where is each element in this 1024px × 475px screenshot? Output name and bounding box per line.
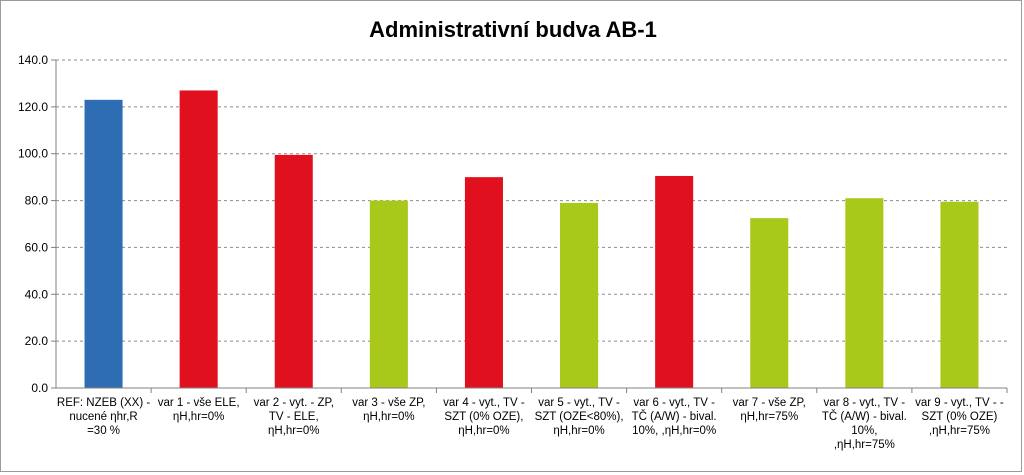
x-category-label-line: SZT (0% OZE) (922, 411, 998, 423)
x-category-label-line: ηH,hr=0% (458, 425, 509, 437)
x-category-label-line: var 8 - vyt., TV - (824, 397, 906, 409)
x-category-label-line: ,ηH,hr=75% (834, 439, 895, 451)
bar (940, 201, 979, 388)
bars (84, 90, 979, 388)
bar (369, 200, 408, 388)
x-category-label: var 4 - vyt., TV - SZT (0% OZE), ηH,hr=0% (443, 397, 525, 437)
x-category-label-line: =30 % (87, 425, 120, 437)
x-category-label-line: 10%, ,ηH,hr=0% (632, 425, 716, 437)
chart-title: Administrativní budva AB-1 (369, 17, 657, 42)
x-category-label-line: TČ (A/W) - bival. (632, 410, 717, 423)
x-category-label-line: var 3 - vše ZP, (352, 397, 425, 409)
bar (845, 198, 884, 388)
y-tick-label: 60.0 (25, 240, 49, 254)
bar (560, 202, 599, 388)
x-category-label-line: var 6 - vyt., TV - (633, 397, 715, 409)
x-category-label: var 3 - vše ZP, ηH,hr=0% (352, 397, 425, 423)
bar (464, 177, 503, 388)
x-category-label: REF: NZEB (XX) - nucené ηhr,R =30 % (57, 397, 150, 437)
x-category-label-line: ηH,hr=0% (173, 411, 224, 423)
x-category-label-line: var 5 - vyt., TV - (538, 397, 620, 409)
x-category-label: var 5 - vyt., TV - SZT (OZE<80%), ηH,hr=0% (535, 397, 624, 437)
bar (655, 175, 694, 388)
y-tick-label: 20.0 (25, 334, 49, 348)
x-category-label: var 9 - vyt., TV - - SZT (0% OZE) ,ηH,hr=7… (915, 397, 1004, 437)
x-category-label-line: TČ (A/W) - bival. (822, 410, 907, 423)
x-category-label: var 8 - vyt., TV -TČ (A/W) - bival. 10%,,… (822, 397, 907, 451)
x-category-label-line: nucené ηhr,R (69, 411, 137, 423)
bar (179, 90, 218, 388)
x-category-label-line: ηH,hr=0% (268, 425, 319, 437)
x-category-label-line: var 2 - vyt. - ZP, (254, 397, 334, 409)
axis-labels: 0.0 20.0 40.0 60.0 80.0 100.0 120.0 140.0 REF: N… (18, 53, 1004, 451)
x-category-label-line: SZT (OZE<80%), (535, 411, 624, 423)
axes (51, 59, 1008, 393)
x-category-label: var 2 - vyt. - ZP, TV - ELE, ηH,hr=0% (254, 397, 334, 437)
x-category-label-line: ηH,hr=75% (740, 411, 798, 423)
x-category-label-line: var 7 - vše ZP, (733, 397, 806, 409)
y-tick-label: 0.0 (31, 381, 48, 395)
x-category-label-line: REF: NZEB (XX) - (57, 397, 150, 409)
x-category-label: var 6 - vyt., TV -TČ (A/W) - bival. 10%, … (632, 397, 717, 437)
bar (84, 99, 123, 388)
x-category-label-line: ηH,hr=0% (363, 411, 414, 423)
x-category-label-line: TV - ELE, (269, 411, 319, 423)
bar (274, 154, 313, 388)
x-category-label-line: ηH,hr=0% (553, 425, 604, 437)
y-tick-label: 80.0 (25, 194, 49, 208)
y-tick-label: 140.0 (18, 53, 48, 67)
bar (750, 218, 789, 388)
y-tick-label: 40.0 (25, 287, 49, 301)
x-category-label-line: SZT (0% OZE), (444, 411, 523, 423)
x-category-label: var 7 - vše ZP, ηH,hr=75% (733, 397, 806, 423)
x-category-label-line: 10%, (851, 425, 877, 437)
y-tick-label: 120.0 (18, 100, 48, 114)
x-category-label-line: var 4 - vyt., TV - (443, 397, 525, 409)
x-category-label-line: var 1 - vše ELE, (158, 397, 240, 409)
y-tick-label: 100.0 (18, 147, 48, 161)
x-category-label: var 1 - vše ELE, ηH,hr=0% (158, 397, 240, 423)
x-category-label-line: var 9 - vyt., TV - - (915, 397, 1004, 409)
x-category-label-line: ,ηH,hr=75% (929, 425, 990, 437)
